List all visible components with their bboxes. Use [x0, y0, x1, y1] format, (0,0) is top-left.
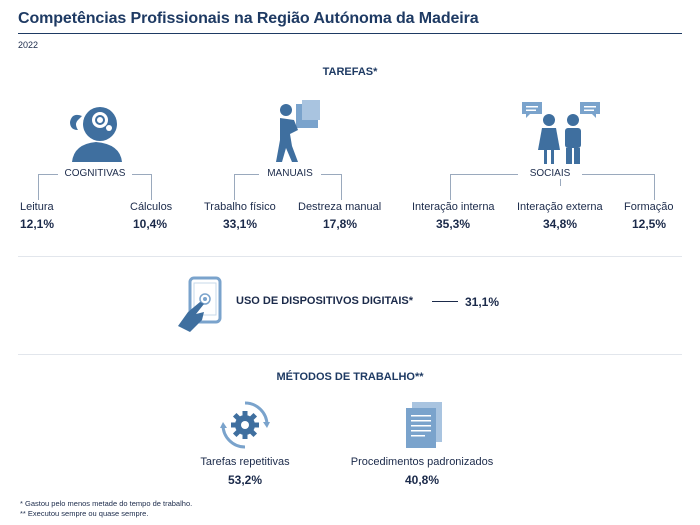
item-value-calculos: 10,4% [133, 217, 168, 231]
social-group-label: SOCIAIS [518, 168, 582, 179]
item-value-interacao-externa: 34,8% [543, 217, 578, 231]
social-bracket-center [560, 174, 561, 186]
methods-section-title: MÉTODOS DE TRABALHO** [276, 371, 424, 383]
head-thinking-icon [70, 107, 122, 162]
method-label-standardized: Procedimentos padronizados [350, 456, 494, 468]
item-value-interacao-interna: 35,3% [436, 217, 471, 231]
method-value-standardized: 40,8% [404, 473, 440, 487]
item-label-destreza-manual: Destreza manual [298, 201, 382, 213]
tasks-section-title: TAREFAS* [322, 66, 378, 78]
item-label-formacao: Formação [624, 201, 674, 213]
manual-group-label: MANUAIS [259, 168, 321, 179]
item-value-destreza-manual: 17,8% [323, 217, 358, 231]
documents-icon [406, 402, 442, 448]
item-label-trabalho-fisico: Trabalho físico [204, 201, 276, 213]
item-label-leitura: Leitura [20, 201, 54, 213]
page-title: Competências Profissionais na Região Aut… [18, 10, 479, 27]
footnote-2: ** Executou sempre ou quase sempre. [20, 509, 149, 518]
year-label: 2022 [18, 40, 39, 50]
section-divider-2 [18, 354, 682, 355]
digital-label: USO DE DISPOSITIVOS DIGITAIS* [236, 295, 414, 307]
cognitive-group-label: COGNITIVAS [58, 168, 132, 179]
item-value-trabalho-fisico: 33,1% [223, 217, 258, 231]
digital-value: 31,1% [465, 295, 500, 309]
item-value-formacao: 12,5% [632, 217, 667, 231]
people-talking-icon [522, 102, 600, 164]
item-value-leitura: 12,1% [20, 217, 55, 231]
footnote-1: * Gastou pelo menos metade do tempo de t… [20, 499, 193, 508]
tablet-touch-icon [178, 276, 222, 332]
method-label-repetitive: Tarefas repetitivas [200, 456, 290, 468]
title-divider [18, 33, 682, 34]
gear-cycle-icon [220, 401, 270, 449]
person-carrying-boxes-icon [276, 100, 320, 162]
digital-connector-line [432, 301, 458, 302]
item-label-interacao-interna: Interação interna [412, 201, 495, 213]
section-divider-1 [18, 256, 682, 257]
item-label-interacao-externa: Interação externa [517, 201, 603, 213]
item-label-calculos: Cálculos [130, 201, 173, 213]
method-value-repetitive: 53,2% [227, 473, 263, 487]
